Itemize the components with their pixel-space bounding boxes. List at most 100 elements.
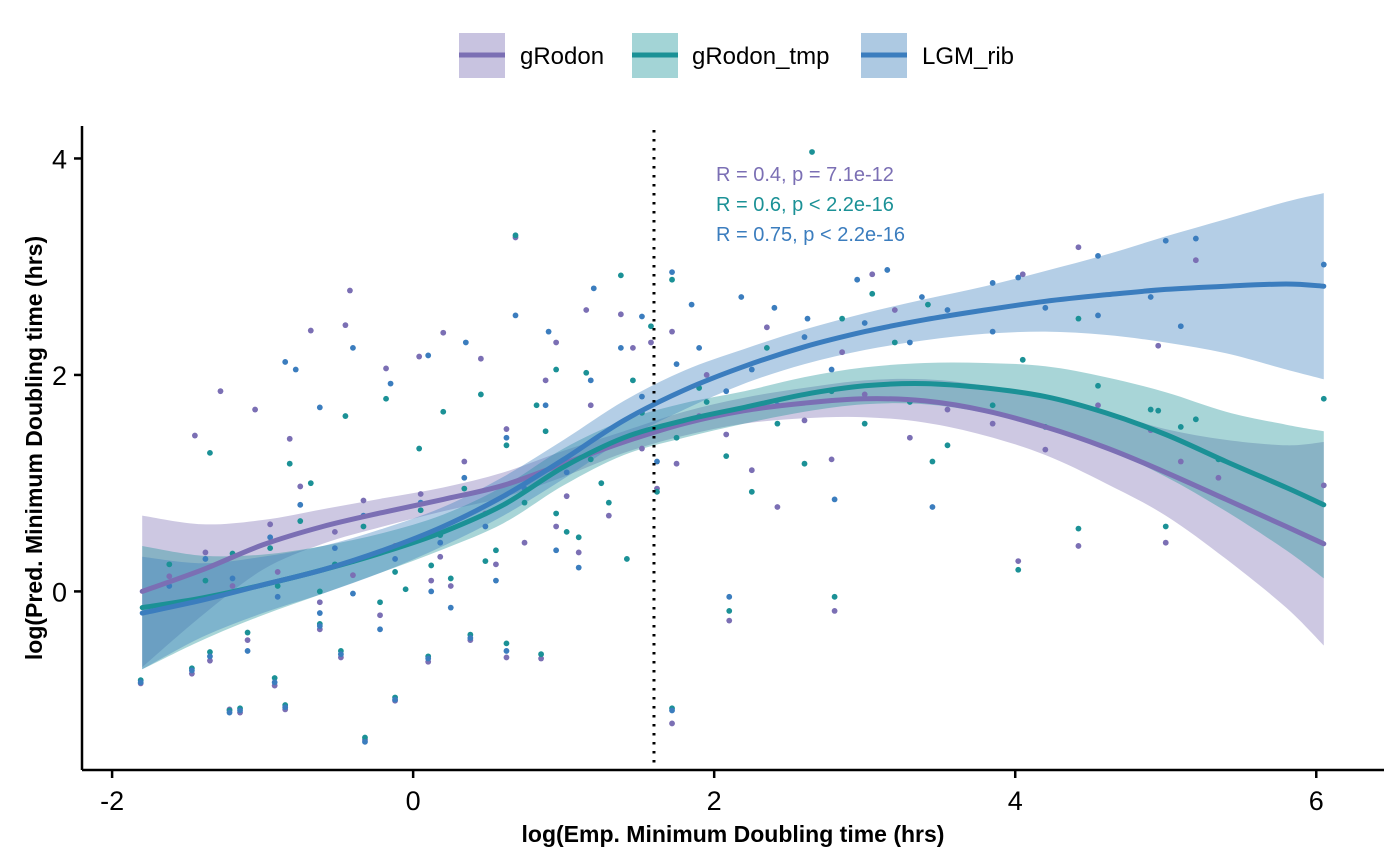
data-point-lgm-rib (437, 539, 444, 546)
legend-label-lgm-rib: LGM_rib (922, 43, 1014, 70)
data-point-lgm-rib (350, 344, 356, 351)
data-point-grodon-tmp (801, 460, 808, 467)
data-point-grodon (377, 612, 383, 619)
data-point-lgm-rib (392, 696, 398, 703)
data-point-grodon-tmp (1019, 356, 1026, 363)
data-point-grodon-tmp (929, 458, 936, 465)
data-point-grodon-tmp (630, 377, 636, 384)
data-point-grodon-tmp (605, 499, 612, 506)
data-point-grodon-tmp (648, 323, 654, 330)
legend-label-grodon: gRodon (520, 43, 604, 70)
data-point-grodon-tmp (809, 149, 815, 155)
x-axis-title: log(Emp. Minimum Doubling time (hrs) (522, 821, 945, 847)
data-point-grodon (538, 655, 544, 662)
data-point-grodon-tmp (316, 588, 323, 595)
data-point-grodon-tmp (447, 575, 454, 582)
data-point-grodon-tmp (839, 315, 846, 322)
data-point-grodon-tmp (774, 420, 781, 427)
data-point-lgm-rib (316, 610, 323, 616)
data-point-lgm-rib (512, 312, 519, 319)
data-point-grodon (440, 329, 447, 336)
data-point-grodon-tmp (207, 449, 213, 456)
data-point-grodon-tmp (274, 583, 281, 589)
data-point-grodon-tmp (402, 586, 409, 593)
data-point-grodon (1019, 271, 1026, 278)
data-point-lgm-rib (207, 653, 213, 660)
data-point-lgm-rib (482, 523, 489, 530)
data-point-grodon (575, 549, 582, 556)
data-point-grodon (673, 460, 680, 467)
data-point-grodon (1177, 458, 1184, 465)
data-point-lgm-rib (237, 707, 243, 714)
y-axis-title: log(Pred. Minimum Doubling time (hrs) (21, 236, 47, 660)
legend-entry-grodon-tmp: gRodon_tmp (632, 33, 829, 78)
data-point-lgm-rib (639, 313, 645, 320)
data-point-lgm-rib (673, 361, 680, 368)
data-point-lgm-rib (828, 366, 835, 373)
data-point-grodon (417, 491, 424, 497)
data-point-grodon (267, 521, 274, 528)
y-ticks: 0 2 4 (52, 144, 82, 607)
data-point-lgm-rib (503, 648, 510, 654)
data-point-grodon-tmp (286, 460, 293, 467)
data-point-lgm-rib (575, 564, 582, 571)
data-point-lgm-rib (425, 352, 432, 359)
data-point-lgm-rib (1192, 235, 1199, 242)
data-point-lgm-rib (188, 667, 195, 674)
data-point-grodon (244, 637, 251, 644)
trend-line-grodon (139, 396, 1327, 594)
data-point-lgm-rib (944, 307, 951, 313)
data-point-lgm-rib (1177, 323, 1184, 330)
data-point-grodon (416, 353, 423, 360)
data-point-lgm-rib (726, 593, 733, 600)
data-point-grodon (774, 504, 781, 510)
data-point-grodon-tmp (1075, 315, 1082, 322)
data-point-grodon-tmp (831, 593, 838, 600)
data-point-grodon-tmp (362, 734, 368, 741)
correlation-annotations: R = 0.4, p = 7.1e-12 R = 0.6, p < 2.2e-1… (716, 164, 905, 246)
x-tick-label: 0 (406, 786, 421, 816)
y-tick-label: 4 (52, 144, 67, 174)
data-point-lgm-rib (989, 280, 996, 286)
data-point-lgm-rib (669, 707, 675, 714)
data-point-lgm-rib (861, 320, 868, 326)
data-point-grodon-tmp (673, 434, 680, 441)
x-tick-label: 2 (707, 786, 722, 816)
data-point-lgm-rib (316, 404, 323, 411)
data-point-grodon (703, 372, 710, 378)
data-point-grodon (350, 572, 356, 579)
data-point-lgm-rib (316, 623, 323, 629)
data-point-grodon (202, 549, 209, 556)
data-point-grodon (437, 553, 444, 560)
data-point-grodon (252, 406, 258, 413)
data-point-grodon (553, 339, 560, 346)
data-point-grodon (861, 391, 868, 398)
data-point-lgm-rib (696, 344, 703, 351)
data-point-grodon (989, 420, 996, 427)
data-point-lgm-rib (1095, 312, 1101, 319)
confidence-bands (142, 193, 1324, 670)
data-point-grodon-tmp (891, 339, 898, 346)
data-point-lgm-rib (884, 267, 891, 273)
data-point-grodon (447, 583, 454, 589)
data-point-lgm-rib (919, 294, 925, 300)
data-point-lgm-rib (503, 434, 510, 441)
data-point-grodon-tmp (267, 545, 274, 552)
data-point-lgm-rib (989, 328, 996, 335)
data-point-grodon-tmp (493, 547, 499, 554)
data-point-grodon (1215, 474, 1222, 481)
data-point-lgm-rib (771, 304, 778, 311)
data-point-grodon (669, 328, 675, 335)
data-point-grodon-tmp (482, 558, 489, 565)
y-tick-label: 2 (52, 361, 67, 391)
data-point-grodon-tmp (563, 528, 570, 535)
data-point-grodon-tmp (297, 518, 304, 524)
data-point-grodon (723, 431, 730, 438)
trend-lines (139, 281, 1327, 616)
data-point-grodon (748, 467, 755, 474)
data-point-grodon (1192, 257, 1199, 264)
data-point-grodon-tmp (440, 408, 447, 415)
data-point-lgm-rib (229, 575, 236, 582)
data-point-lgm-rib (1147, 294, 1154, 300)
data-point-grodon-tmp (925, 301, 931, 308)
